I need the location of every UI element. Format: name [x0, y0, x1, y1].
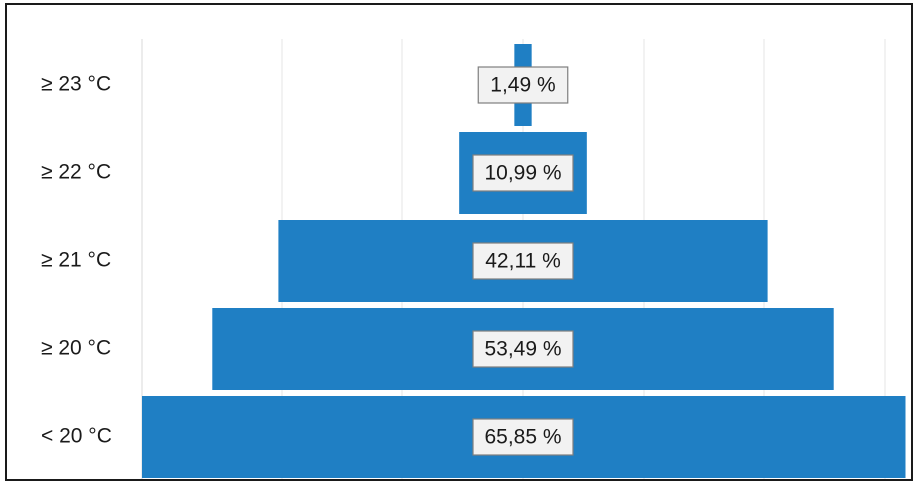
- data-label-box: [472, 154, 574, 192]
- data-label-text: 1,49 %: [490, 74, 555, 97]
- category-label: ≥ 23 °C: [41, 73, 111, 96]
- data-label-box: [472, 418, 574, 456]
- data-label: 10,99 %: [472, 154, 574, 192]
- data-label: 65,85 %: [472, 418, 574, 456]
- data-label-box: [472, 242, 574, 280]
- data-label: 42,11 %: [472, 242, 574, 280]
- data-label-box: [477, 66, 569, 104]
- funnel-chart: ≥ 23 °C ≥ 22 °C ≥ 21 °C ≥ 20 °C < 20 °C 1,49…: [41, 39, 906, 479]
- data-label-box: [472, 330, 574, 368]
- category-label: < 20 °C: [41, 425, 112, 448]
- data-label-text: 42,11 %: [485, 250, 561, 273]
- chart-frame: ≥ 23 °C ≥ 22 °C ≥ 21 °C ≥ 20 °C < 20 °C 1,49…: [5, 3, 913, 481]
- data-label: 1,49 %: [477, 66, 569, 104]
- data-label-text: 10,99 %: [484, 162, 561, 185]
- category-label: ≥ 22 °C: [41, 161, 111, 184]
- category-label: ≥ 20 °C: [41, 337, 111, 360]
- category-axis: ≥ 23 °C ≥ 22 °C ≥ 21 °C ≥ 20 °C < 20 °C: [41, 39, 143, 479]
- data-labels: 1,49 % 10,99 % 42,11 % 53,49 % 65,85 %: [472, 66, 574, 456]
- data-label-text: 65,85 %: [484, 426, 561, 449]
- category-label: ≥ 21 °C: [41, 249, 111, 272]
- data-label: 53,49 %: [472, 330, 574, 368]
- data-label-text: 53,49 %: [484, 338, 561, 361]
